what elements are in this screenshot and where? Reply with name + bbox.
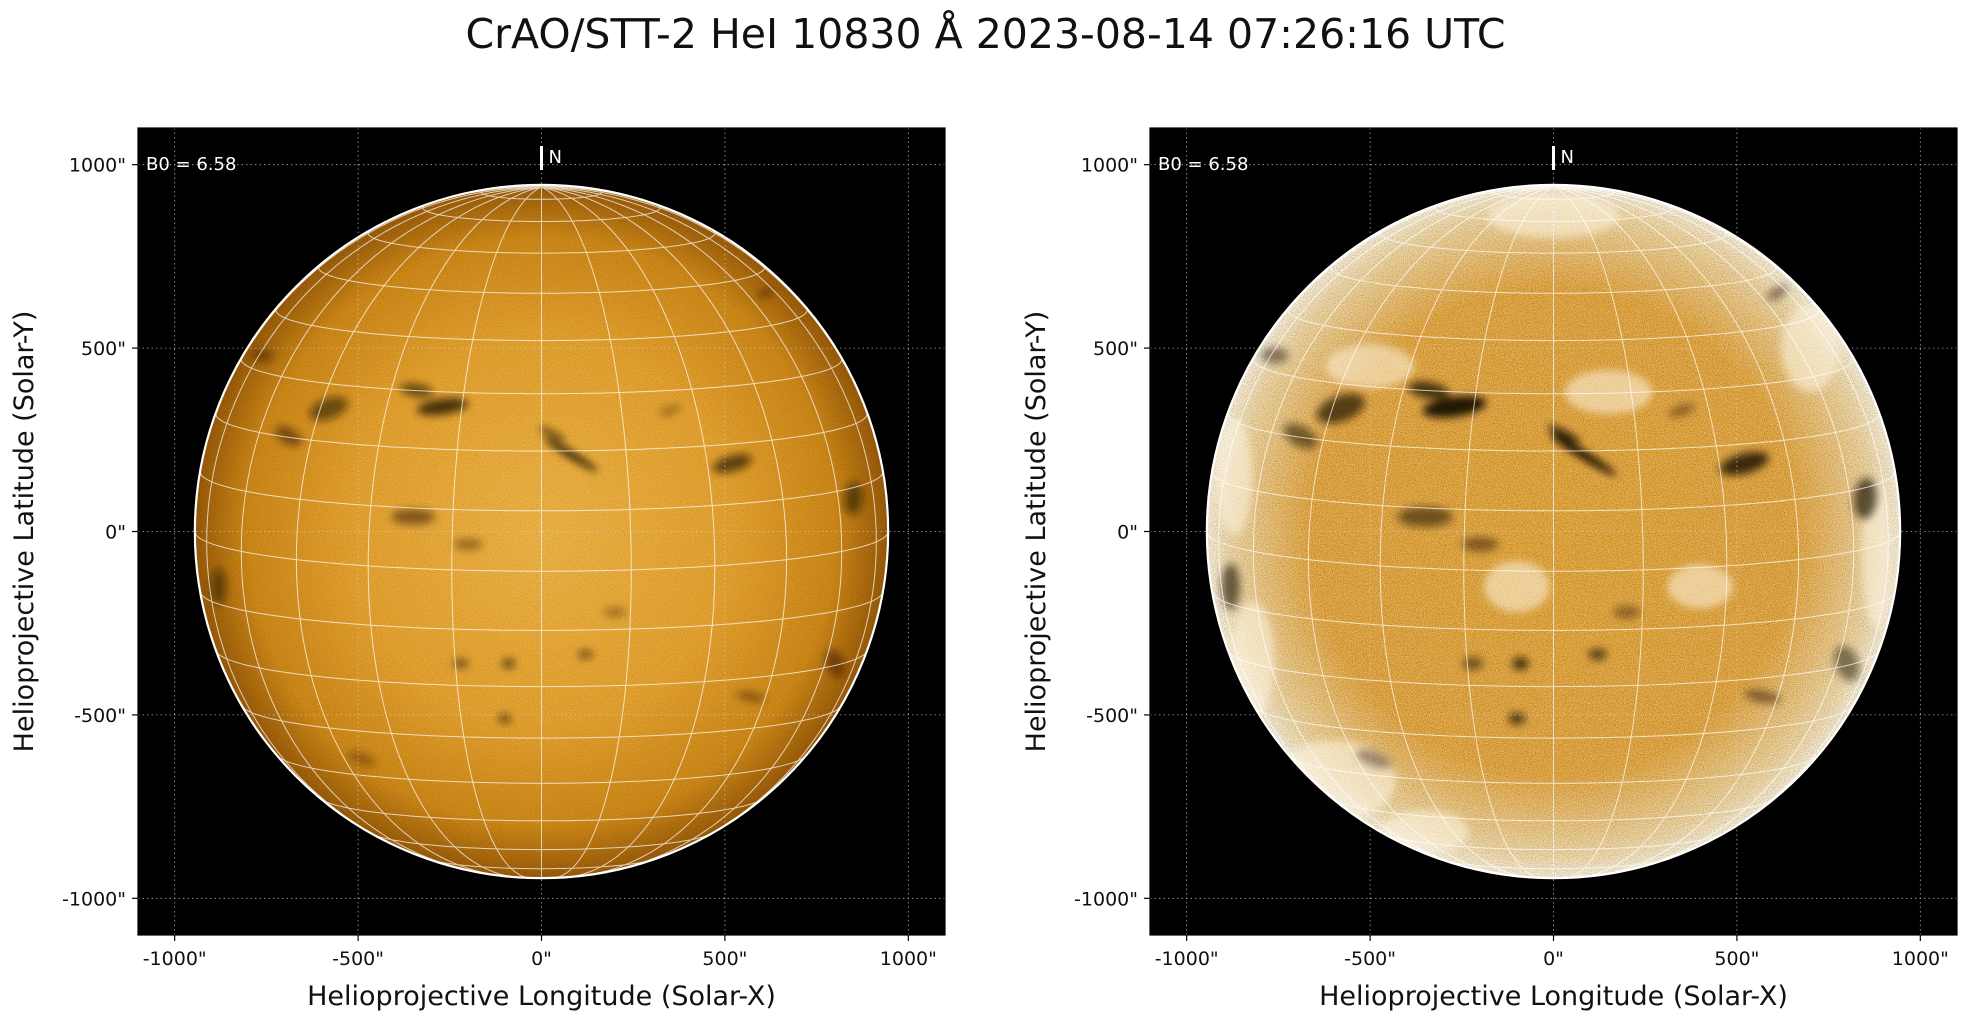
dark-filaments <box>1221 285 1877 769</box>
x-tick-label: -500" <box>1344 948 1396 970</box>
north-label: N <box>1561 147 1574 168</box>
b0-annotation: B0 = 6.58 <box>1158 154 1248 175</box>
panel-right: -1000" -500" 0" 500" 1000" 1000" 500" 0" -500" -1… <box>1021 127 1958 1012</box>
north-label: N <box>549 147 562 168</box>
x-tick-label: 0" <box>531 948 552 970</box>
x-axis-label: Helioprojective Longitude (Solar-X) <box>1319 981 1788 1012</box>
y-tick-label: -1000" <box>1074 888 1138 910</box>
y-tick-label: 0" <box>105 522 126 544</box>
panel-left: -1000" -500" 0" 500" 1000" 1000" 500" 0" -500" -1… <box>9 127 946 1012</box>
y-tick-label: 500" <box>81 338 126 360</box>
figure-title: CrAO/STT-2 HeI 10830 Å 2023-08-14 07:26:… <box>465 10 1506 58</box>
y-axis-label: Helioprojective Latitude (Solar-Y) <box>1021 311 1052 753</box>
y-axis-label: Helioprojective Latitude (Solar-Y) <box>9 311 40 753</box>
x-tick-label: 1000" <box>880 948 937 970</box>
y-tick-label: 500" <box>1093 338 1138 360</box>
x-tick-label: 500" <box>702 948 747 970</box>
y-tick-label: 1000" <box>1081 155 1138 177</box>
x-tick-label: 1000" <box>1892 948 1949 970</box>
y-tick-label: -500" <box>74 705 126 727</box>
b0-annotation: B0 = 6.58 <box>146 154 236 175</box>
y-tick-label: -500" <box>1086 705 1138 727</box>
y-tick-label: -1000" <box>62 888 126 910</box>
solar-limb <box>193 183 890 880</box>
x-tick-label: -1000" <box>1155 948 1219 970</box>
x-tick-label: -1000" <box>143 948 207 970</box>
x-tick-label: -500" <box>332 948 384 970</box>
y-tick-label: 0" <box>1117 522 1138 544</box>
y-tick-label: 1000" <box>69 155 126 177</box>
x-axis-label: Helioprojective Longitude (Solar-X) <box>307 981 776 1012</box>
solar-limb <box>1205 183 1902 880</box>
x-tick-label: 0" <box>1543 948 1564 970</box>
x-tick-label: 500" <box>1714 948 1759 970</box>
